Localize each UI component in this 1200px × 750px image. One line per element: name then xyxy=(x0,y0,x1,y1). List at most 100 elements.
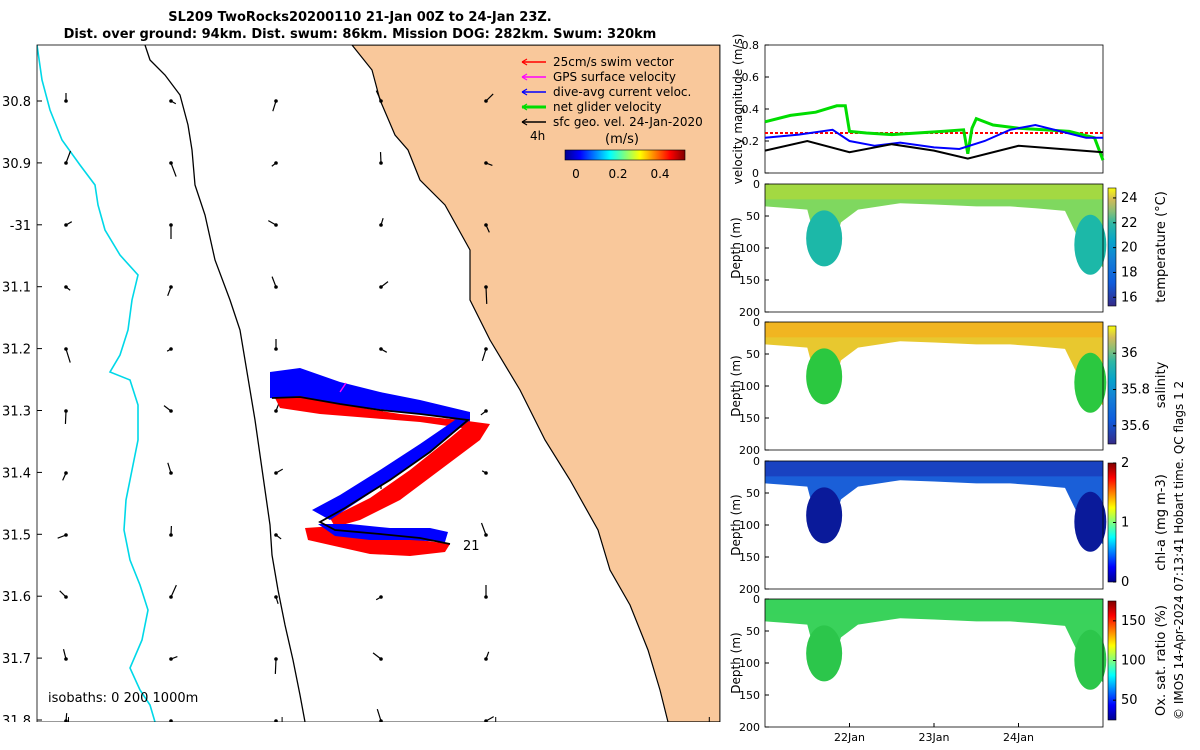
section-deep-water xyxy=(1074,629,1107,690)
surface-geostrophic-vectors xyxy=(57,90,494,722)
velocity-y-tick-label: 0.4 xyxy=(742,103,760,116)
colorbar-tick-label: 2 xyxy=(1121,456,1129,471)
geovel-vector-head xyxy=(64,595,68,599)
depth-axis-label: Depth (m) xyxy=(729,355,743,416)
section-plot-area xyxy=(765,322,1103,450)
map-y-tick-label: 31.6 xyxy=(2,590,31,605)
colorbar-tick: 0.4 xyxy=(650,167,669,181)
geovel-vector-head xyxy=(274,595,278,599)
time-tick-label: 24Jan xyxy=(1003,731,1034,744)
isobath-label: isobaths: 0 200 1000m xyxy=(48,691,198,706)
section-data-fill xyxy=(765,599,1103,683)
geovel-vector-head xyxy=(64,99,68,103)
colorbar-tick-label: 24 xyxy=(1121,191,1138,206)
section-colorbar xyxy=(1107,462,1117,583)
section-frame xyxy=(764,460,1104,590)
geovel-vector-head xyxy=(379,719,383,722)
geovel-vector-head xyxy=(169,719,173,722)
geovel-vector-head xyxy=(484,409,488,413)
velocity-series-line xyxy=(764,123,1103,151)
legend-label: net glider velocity xyxy=(553,100,661,114)
geovel-vector-head xyxy=(274,99,278,103)
section-data-fill xyxy=(765,184,1103,268)
geovel-vector xyxy=(170,162,177,177)
geovel-vector xyxy=(64,410,67,424)
legend-swatch-head xyxy=(521,103,528,111)
geovel-vector-head xyxy=(274,471,278,475)
velocity-y-tick-label: 0.8 xyxy=(742,39,760,52)
colorbar-tick-label: 35.6 xyxy=(1121,419,1150,434)
depth-tick-label: 150 xyxy=(739,274,760,287)
section-deep-water xyxy=(806,348,843,405)
geovel-vector-head xyxy=(379,595,383,599)
section-deep-water xyxy=(806,487,843,544)
depth-tick-label: 150 xyxy=(739,412,760,425)
current-velocity-band xyxy=(312,414,470,520)
section-frame xyxy=(764,598,1104,728)
depth-tick-label: 50 xyxy=(746,487,760,500)
section-surface-layer xyxy=(765,322,1103,338)
geovel-vector-head xyxy=(64,347,68,351)
geovel-vector-head xyxy=(274,223,278,227)
section-data-fill xyxy=(765,322,1103,406)
legend-swatch-head xyxy=(521,73,528,81)
geovel-vector-head xyxy=(64,409,68,413)
geovel-vector-head xyxy=(484,347,488,351)
depth-tick-label: 0 xyxy=(753,455,760,468)
geovel-vector xyxy=(481,348,487,362)
section-surface-layer xyxy=(765,461,1103,477)
velocity-series-line xyxy=(764,139,1104,160)
geovel-vector-head xyxy=(484,471,488,475)
colorbar-tick-label: 0 xyxy=(1121,575,1129,590)
net-track-line xyxy=(271,396,471,545)
colorbar-label: salinity xyxy=(1154,361,1169,408)
velocity-series-line xyxy=(764,104,1105,161)
map-y-tick-label: 31.4 xyxy=(2,466,31,481)
depth-tick-label: 200 xyxy=(739,444,760,457)
colorbar-tick-label: 35.8 xyxy=(1121,383,1150,398)
geovel-vector-head xyxy=(274,285,278,289)
colorbar-tick: 0.2 xyxy=(608,167,627,181)
depth-tick-label: 150 xyxy=(739,689,760,702)
current-velocity-band xyxy=(270,368,470,422)
section-deep-water xyxy=(1074,352,1107,413)
velocity-y-tick-label: 0.2 xyxy=(742,135,760,148)
track-end-label: 21 xyxy=(463,539,480,554)
geovel-vector-head xyxy=(64,223,68,227)
isobath-200m xyxy=(144,45,306,722)
colorbar-label: Ox. sat. ratio (%) xyxy=(1154,605,1169,716)
geovel-vector-head xyxy=(379,657,383,661)
map-y-tick-label: 31.8 xyxy=(2,714,31,722)
geovel-vector xyxy=(375,90,382,102)
geovel-vector-head xyxy=(169,347,173,351)
map-axis-ticks: 114.6114.8115115.2115.4115.6115.830.830.… xyxy=(2,95,710,722)
section-surface-layer xyxy=(765,184,1103,200)
colorbar-tick: 0 xyxy=(572,167,580,181)
section-plot-area xyxy=(765,599,1103,727)
depth-tick-label: 50 xyxy=(746,348,760,361)
section-colorbar xyxy=(1107,325,1117,445)
velocity-y-tick-label: 0.6 xyxy=(742,71,760,84)
depth-tick-label: 100 xyxy=(739,519,760,532)
geovel-vector-head xyxy=(484,285,488,289)
section-data-fill xyxy=(765,461,1103,545)
colorbar-label: temperature (°C) xyxy=(1154,191,1169,303)
geovel-vector-head xyxy=(169,99,173,103)
geovel-vector-head xyxy=(64,533,68,537)
section-plot-area xyxy=(765,461,1103,589)
geovel-vector-head xyxy=(274,347,278,351)
section-frame xyxy=(764,183,1104,313)
colorbar-tick-label: 18 xyxy=(1121,265,1138,280)
depth-axis-label: Depth (m) xyxy=(729,217,743,278)
colorbar-tick-label: 150 xyxy=(1121,614,1146,629)
geovel-vector xyxy=(274,658,277,674)
colorbar-tick-label: 36 xyxy=(1121,346,1138,361)
title-line-2: Dist. over ground: 94km. Dist. swum: 86k… xyxy=(63,27,657,42)
geovel-vector-head xyxy=(379,223,383,227)
geovel-vector xyxy=(65,348,71,363)
geovel-vector-head xyxy=(169,533,173,537)
imos-credit: © IMOS 14-Apr-2024 07:13:41 Hobart time.… xyxy=(1172,380,1186,720)
